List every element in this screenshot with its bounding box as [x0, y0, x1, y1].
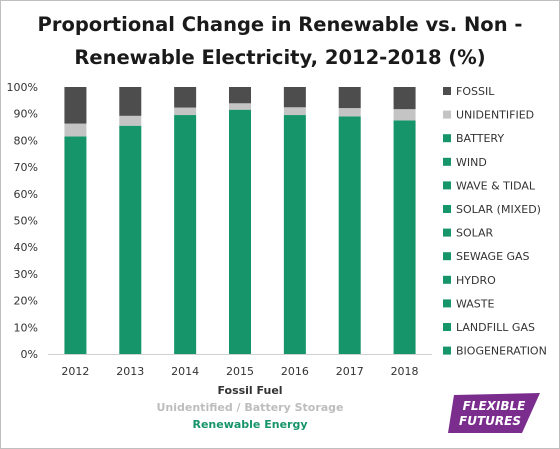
y-tick-label: 100% — [7, 81, 38, 94]
y-axis: 0% 10% 20% 30% 40% 50% 60% 70% 80% 90% 100% — [7, 81, 38, 361]
legend-swatch — [443, 346, 451, 355]
bar-segment — [338, 87, 361, 109]
y-tick-label: 60% — [14, 188, 38, 201]
legend-label: WASTE — [456, 297, 495, 310]
legend-swatch — [443, 110, 451, 119]
x-tick-label: 2012 — [61, 365, 89, 378]
legend-swatch — [443, 181, 451, 190]
y-tick-label: 30% — [14, 268, 38, 281]
legend: FOSSIL UNIDENTIFIED BATTERY WIND WAVE & TIDA… — [443, 85, 547, 358]
y-tick-label: 10% — [14, 321, 38, 334]
legend-label: SEWAGE GAS — [456, 250, 530, 263]
legend-label: UNIDENTIFIED — [456, 109, 534, 122]
legend-label: HYDRO — [456, 274, 496, 287]
bar-segment — [393, 120, 416, 354]
y-tick-label: 70% — [14, 161, 38, 174]
y-tick-label: 20% — [14, 295, 38, 308]
legend-label: LANDFILL GAS — [456, 321, 535, 334]
legend-label: FOSSIL — [456, 85, 495, 98]
bar-segment — [64, 87, 87, 124]
bar-segment — [283, 115, 306, 354]
legend-swatch — [443, 134, 451, 143]
chart-title: Proportional Change in Renewable vs. Non… — [20, 8, 540, 74]
bar-segment — [119, 125, 142, 354]
bar-segment — [393, 109, 416, 121]
caption-fossil-fuel: Fossil Fuel — [217, 384, 283, 397]
x-tick-label: 2016 — [281, 365, 309, 378]
x-tick-label: 2017 — [336, 365, 364, 378]
legend-label: SOLAR (MIXED) — [456, 203, 541, 216]
y-tick-label: 0% — [21, 348, 38, 361]
legend-swatch — [443, 87, 451, 95]
bar-segment — [119, 87, 142, 116]
y-tick-label: 80% — [14, 134, 38, 147]
y-tick-label: 50% — [14, 215, 38, 228]
bar-segment — [393, 87, 416, 110]
flexible-futures-logo: FLEXIBLE FUTURES — [448, 393, 540, 433]
legend-swatch — [443, 323, 451, 331]
legend-label: WAVE & TIDAL — [456, 179, 536, 192]
legend-swatch — [443, 275, 451, 284]
x-tick-label: 2015 — [226, 365, 254, 378]
legend-label: WIND — [456, 156, 487, 169]
x-axis: 2012 2013 2014 2015 2016 2017 2018 — [48, 354, 432, 378]
legend-swatch — [443, 252, 451, 261]
legend-swatch — [443, 205, 451, 213]
bar-segment — [229, 103, 251, 110]
bar-segment — [119, 115, 142, 126]
caption-unidentified-battery: Unidentified / Battery Storage — [156, 401, 344, 414]
bar-segment — [64, 136, 87, 354]
x-tick-label: 2013 — [116, 365, 144, 378]
bar-segment — [229, 87, 251, 104]
chart-title-line-1: Proportional Change in Renewable vs. Non… — [37, 13, 523, 36]
bar-segment — [174, 107, 197, 116]
legend-label: BATTERY — [456, 132, 504, 145]
y-tick-label: 90% — [14, 108, 38, 121]
legend-swatch — [443, 157, 451, 166]
x-tick-label: 2014 — [171, 365, 199, 378]
x-tick-label: 2018 — [391, 365, 419, 378]
bar-segment — [229, 109, 251, 354]
legend-label: SOLAR — [456, 227, 494, 240]
legend-swatch — [443, 228, 451, 237]
bar-segment — [174, 115, 197, 354]
caption-renewable-energy: Renewable Energy — [192, 418, 308, 431]
logo-line-2: FUTURES — [459, 414, 521, 428]
bar-segment — [174, 87, 197, 108]
bar-segment — [338, 116, 361, 355]
y-tick-label: 40% — [14, 241, 38, 254]
logo-line-1: FLEXIBLE — [463, 399, 527, 413]
bar-group — [64, 87, 416, 355]
legend-swatch — [443, 299, 451, 308]
bar-segment — [64, 123, 87, 137]
bar-segment — [338, 108, 361, 117]
logo-bolt — [448, 393, 540, 433]
bar-segment — [283, 107, 306, 116]
chart-title-line-2: Renewable Electricity, 2012-2018 (%) — [74, 46, 486, 69]
legend-label: BIOGENERATION — [456, 345, 547, 358]
bar-segment — [283, 87, 306, 108]
